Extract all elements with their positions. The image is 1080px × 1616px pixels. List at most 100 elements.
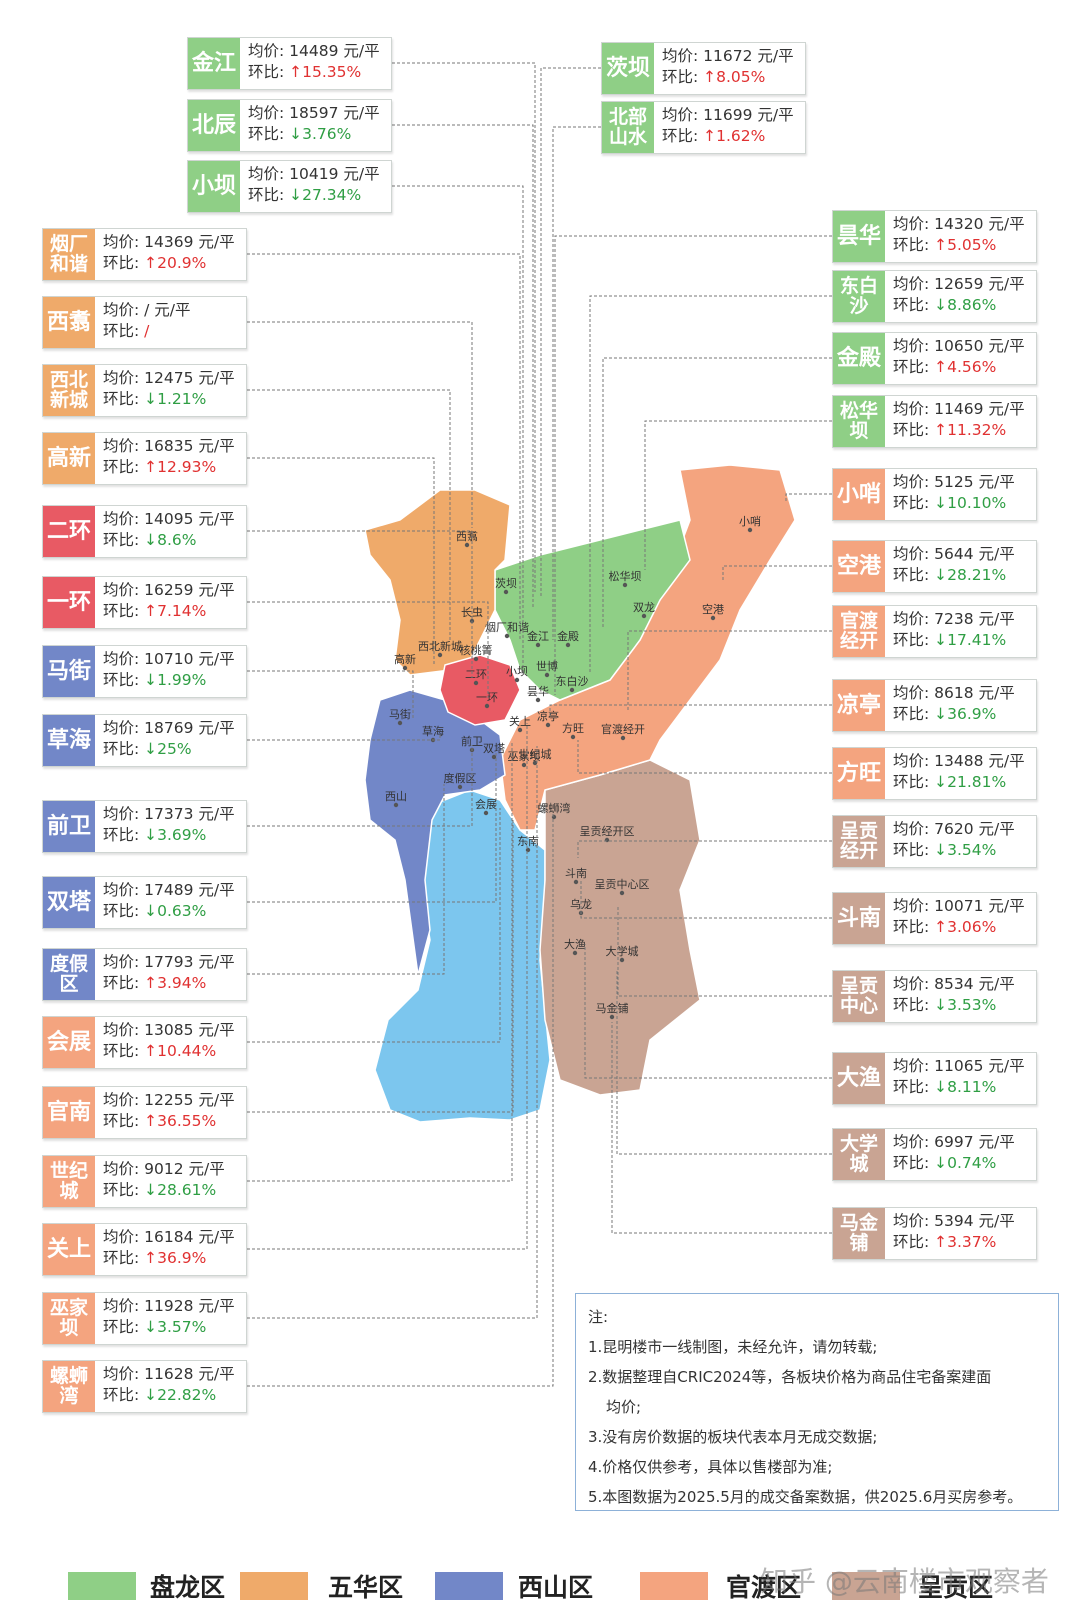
change-row: 环比: ↑8.05% bbox=[662, 67, 799, 88]
change-row: 环比: ↑12.93% bbox=[103, 457, 240, 478]
change-value: ↓28.61% bbox=[144, 1181, 217, 1199]
change-value: ↓3.76% bbox=[289, 125, 352, 143]
leader-line bbox=[602, 357, 832, 628]
card-body: 均价: 10071 元/平 环比: ↑3.06% bbox=[885, 893, 1036, 944]
leader-line bbox=[644, 420, 832, 570]
price-row: 均价: 11469 元/平 bbox=[893, 400, 1025, 418]
map-area-dot bbox=[457, 784, 463, 790]
change-value: ↑8.05% bbox=[703, 68, 766, 86]
change-label: 环比: bbox=[103, 1042, 145, 1060]
map-area-dot bbox=[473, 656, 479, 662]
change-value: ↑5.05% bbox=[934, 236, 997, 254]
change-value: ↓3.54% bbox=[934, 841, 997, 859]
note-line: 4.价格仅供参考，具体以售楼部为准; bbox=[588, 1458, 833, 1476]
price-row: 均价: 5644 元/平 bbox=[893, 545, 1015, 563]
district-name-tag: 小哨 bbox=[833, 469, 885, 520]
change-value: ↓0.74% bbox=[934, 1154, 997, 1172]
change-value: ↑12.93% bbox=[144, 458, 217, 476]
change-label: 环比: bbox=[103, 1386, 145, 1404]
change-label: 环比: bbox=[248, 125, 290, 143]
legend-label: 西山区 bbox=[518, 1573, 594, 1602]
district-card-北辰: 北辰 均价: 18597 元/平 环比: ↓3.76% bbox=[187, 99, 392, 152]
price-row: 均价: 18597 元/平 bbox=[248, 104, 380, 122]
map-area-dot bbox=[464, 542, 470, 548]
leader-line bbox=[589, 295, 832, 672]
change-row: 环比: ↑5.05% bbox=[893, 235, 1030, 256]
map-area-dot bbox=[535, 697, 541, 703]
price-row: 均价: 17793 元/平 bbox=[103, 953, 235, 971]
district-name-tag: 双塔 bbox=[43, 877, 95, 928]
change-value: ↑3.06% bbox=[934, 918, 997, 936]
district-card-会展: 会展 均价: 13085 元/平 环比: ↑10.44% bbox=[42, 1016, 247, 1069]
district-name-tag: 高新 bbox=[43, 433, 95, 484]
map-area-dot bbox=[619, 957, 625, 963]
price-row: 均价: 13085 元/平 bbox=[103, 1021, 235, 1039]
map-area-label: 官渡经开 bbox=[601, 722, 645, 736]
map-area-label: 一环 bbox=[476, 691, 498, 704]
change-row: 环比: ↓8.6% bbox=[103, 530, 240, 551]
map-area-dot bbox=[604, 837, 610, 843]
note-line: 3.没有房价数据的板块代表本月无成交数据; bbox=[588, 1428, 878, 1446]
district-card-呈贡中心: 呈贡中心 均价: 8534 元/平 环比: ↓3.53% bbox=[832, 970, 1037, 1023]
map-area-label: 双塔 bbox=[483, 742, 505, 755]
map-area-label: 世博 bbox=[536, 660, 558, 673]
map-area-dot bbox=[710, 615, 716, 621]
core-region bbox=[439, 654, 521, 726]
leader-line bbox=[247, 723, 528, 1250]
district-name-tag: 昙华 bbox=[833, 211, 885, 262]
leader-line bbox=[577, 840, 832, 858]
district-name-tag: 前卫 bbox=[43, 801, 95, 852]
map-area-dot bbox=[532, 760, 538, 766]
district-card-双塔: 双塔 均价: 17489 元/平 环比: ↓0.63% bbox=[42, 876, 247, 929]
district-card-马街: 马街 均价: 10710 元/平 环比: ↓1.99% bbox=[42, 645, 247, 698]
map-area-label: 方旺 bbox=[562, 721, 584, 735]
change-row: 环比: / bbox=[103, 321, 240, 342]
change-label: 环比: bbox=[103, 974, 145, 992]
leader-line bbox=[247, 321, 473, 528]
card-body: 均价: 5644 元/平 环比: ↓28.21% bbox=[885, 541, 1036, 592]
card-body: 均价: 14320 元/平 环比: ↑5.05% bbox=[885, 211, 1036, 262]
change-row: 环比: ↓10.10% bbox=[893, 493, 1030, 514]
change-label: 环比: bbox=[103, 902, 145, 920]
card-body: 均价: 8534 元/平 环比: ↓3.53% bbox=[885, 971, 1036, 1022]
legend-label: 官渡区 bbox=[726, 1573, 802, 1602]
notes-box: 注: 1.昆明楼市一线制图，未经允许，请勿转载; 2.数据整理自CRIC2024… bbox=[575, 1293, 1059, 1511]
leader-line bbox=[247, 389, 451, 640]
price-row: 均价: 12475 元/平 bbox=[103, 369, 235, 387]
change-value: ↓25% bbox=[144, 740, 192, 758]
change-label: 环比: bbox=[103, 322, 145, 340]
district-card-二环: 二环 均价: 14095 元/平 环比: ↓8.6% bbox=[42, 505, 247, 558]
district-name-tag: 巫家坝 bbox=[43, 1293, 95, 1344]
district-name-tag: 大渔 bbox=[833, 1053, 885, 1104]
card-body: 均价: 9012 元/平 环比: ↓28.61% bbox=[95, 1156, 246, 1207]
change-value: ↑1.62% bbox=[703, 127, 766, 145]
change-row: 环比: ↓0.63% bbox=[103, 901, 240, 922]
change-label: 环比: bbox=[103, 826, 145, 844]
change-label: 环比: bbox=[103, 1181, 145, 1199]
district-name-tag: 二环 bbox=[43, 506, 95, 557]
district-card-度假区: 度假区 均价: 17793 元/平 环比: ↑3.94% bbox=[42, 948, 247, 1001]
note-title: 注: bbox=[588, 1308, 609, 1326]
district-card-北部山水: 北部山水 均价: 11699 元/平 环比: ↑1.62% bbox=[601, 101, 806, 154]
price-row: 均价: 16835 元/平 bbox=[103, 437, 235, 455]
change-row: 环比: ↑3.06% bbox=[893, 917, 1030, 938]
price-row: 均价: 5125 元/平 bbox=[893, 473, 1015, 491]
map-area-dot bbox=[514, 677, 520, 683]
panlong-region bbox=[494, 519, 691, 701]
card-body: 均价: 14489 元/平 环比: ↑15.35% bbox=[240, 38, 391, 89]
leader-line bbox=[392, 124, 534, 608]
change-value: ↓8.6% bbox=[144, 531, 197, 549]
price-row: 均价: 9012 元/平 bbox=[103, 1160, 225, 1178]
change-row: 环比: ↓3.57% bbox=[103, 1317, 240, 1338]
change-row: 环比: ↑11.32% bbox=[893, 420, 1030, 441]
price-row: 均价: 14095 元/平 bbox=[103, 510, 235, 528]
district-name-tag: 北辰 bbox=[188, 100, 240, 151]
district-card-大学城: 大学城 均价: 6997 元/平 环比: ↓0.74% bbox=[832, 1128, 1037, 1181]
card-body: 均价: 13085 元/平 环比: ↑10.44% bbox=[95, 1017, 246, 1068]
district-name-tag: 西翥 bbox=[43, 297, 95, 348]
map-area-label: 双龙 bbox=[633, 601, 655, 614]
card-body: 均价: 10650 元/平 环比: ↑4.56% bbox=[885, 333, 1036, 384]
change-value: ↑10.44% bbox=[144, 1042, 217, 1060]
card-body: 均价: 12659 元/平 环比: ↓8.86% bbox=[885, 271, 1036, 322]
price-row: 均价: 18769 元/平 bbox=[103, 719, 235, 737]
